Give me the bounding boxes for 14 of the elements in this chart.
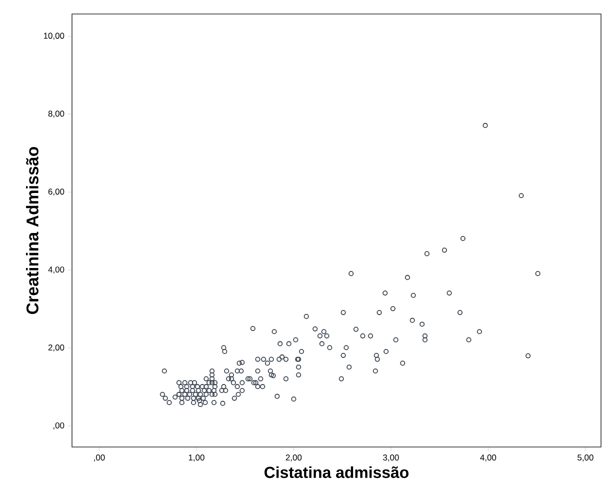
x-tick-label: 5,00 <box>578 454 594 462</box>
y-tick-label: 6,00 <box>48 188 64 196</box>
y-axis-title: Creatinina Admissão <box>26 146 38 314</box>
x-tick-label: ,00 <box>94 454 105 462</box>
y-tick-label: 2,00 <box>48 344 64 352</box>
y-tick-label: ,00 <box>53 422 64 430</box>
x-tick-label: 3,00 <box>383 454 399 462</box>
x-tick-label: 1,00 <box>188 454 204 462</box>
y-tick-label: 4,00 <box>48 266 64 274</box>
y-tick-label: 8,00 <box>48 110 64 118</box>
x-tick-label: 4,00 <box>480 454 496 462</box>
x-axis-title: Cistatina admissão <box>264 466 408 478</box>
x-tick-label: 2,00 <box>286 454 302 462</box>
y-tick-label: 10,00 <box>44 32 64 40</box>
